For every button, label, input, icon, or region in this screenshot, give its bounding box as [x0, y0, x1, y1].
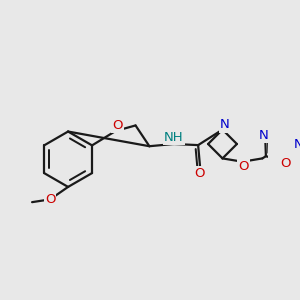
Text: N: N [293, 138, 300, 151]
Text: N: N [220, 118, 230, 131]
Text: O: O [45, 193, 55, 206]
Text: NH: NH [164, 131, 184, 144]
Text: O: O [194, 167, 205, 180]
Text: O: O [112, 119, 123, 132]
Text: O: O [238, 160, 249, 173]
Text: O: O [280, 157, 291, 170]
Text: N: N [259, 129, 268, 142]
